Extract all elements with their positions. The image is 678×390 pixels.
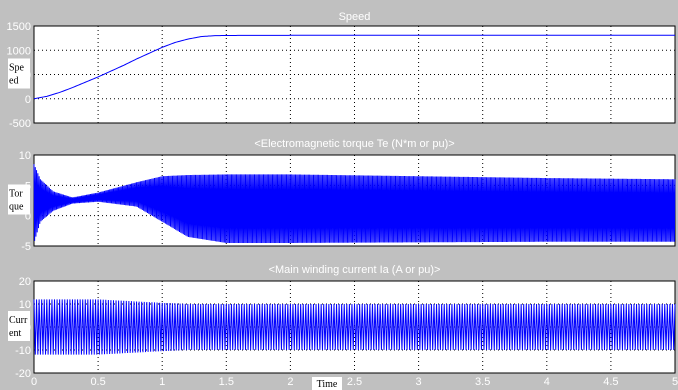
y-tick-label: -10 [15,345,31,357]
x-tick-label: 0.5 [90,376,105,388]
panel-title: Speed [339,11,371,23]
y-tick-label: 10 [19,299,31,311]
x-tick-label: 1.5 [219,376,234,388]
y-tick-label: -500 [9,118,31,130]
x-axis-label: Time [317,379,338,390]
x-axis: 0 0.5 1 1.5 2 2.5 3 3.5 4 4.5 5 Time [31,376,678,390]
x-tick-label: 2.5 [347,376,362,388]
y-tick-label: -5 [21,241,31,253]
x-tick-label: 5 [672,376,678,388]
y-tick-label: 1000 [7,45,31,57]
x-tick-label: 4.5 [603,376,618,388]
x-label-box [312,377,342,390]
y-axis-label: Curr [9,315,28,326]
series-line-3-1 [33,299,676,355]
y-tick-label: -20 [15,368,31,380]
y-axis-label: Tor [9,189,23,200]
panel-title: <Electromagnetic torque Te (N*m or pu)> [254,138,454,150]
series-line-2-1 [33,164,676,243]
scope-panel-3: <Main winding current Ia (A or pu)> -20 -1… [8,264,676,380]
x-tick-label: 4 [544,376,550,388]
x-tick-label: 1 [159,376,165,388]
scope-panel-1: Speed-500050010001500Speed [7,11,676,130]
x-tick-label: 3.5 [475,376,490,388]
y-tick-label: 10 [19,150,31,162]
y-axis-label: ed [9,76,18,87]
y-axis-label: Spe [9,63,25,74]
y-tick-label: 20 [19,276,31,288]
y-tick-label: 0 [25,94,31,106]
y-label-box [8,184,30,215]
x-tick-label: 0 [31,376,37,388]
panel-title: <Main winding current Ia (A or pu)> [269,264,441,276]
y-tick-label: 0 [25,211,31,223]
series-line-1-1 [33,34,675,100]
x-tick-label: 3 [416,376,422,388]
y-label-box [8,311,30,341]
y-axis-label: que [9,202,24,213]
x-tick-label: 2 [287,376,293,388]
y-tick-label: 1500 [7,21,31,33]
y-axis-label: ent [9,328,21,339]
scope-panel-2: <Electromagnetic torque Te (N*m or pu)> -… [8,138,676,253]
y-label-box [8,58,30,89]
